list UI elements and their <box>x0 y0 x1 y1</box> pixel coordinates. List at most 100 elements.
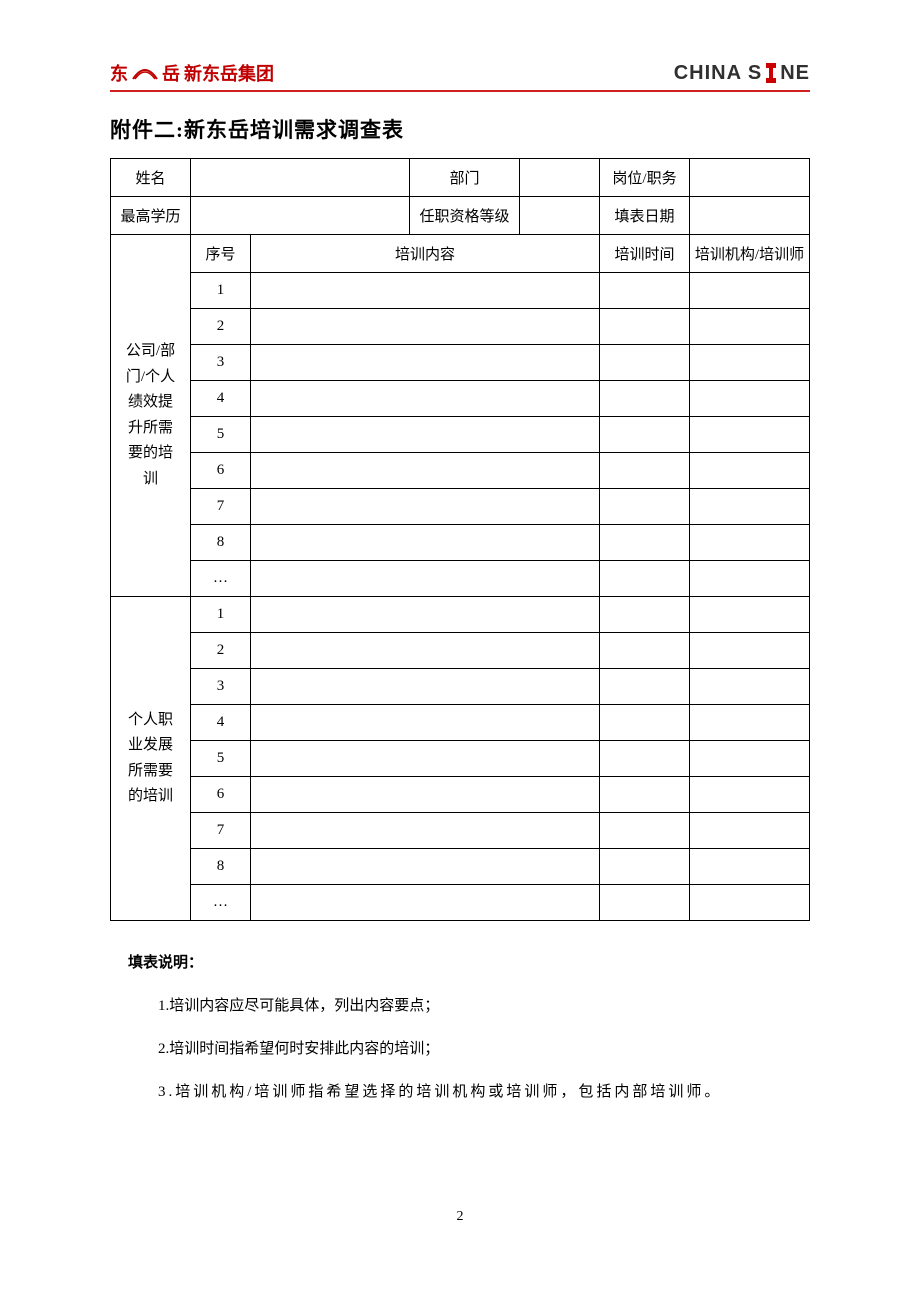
time-cell-v <box>600 417 690 453</box>
seq-cell: 8 <box>191 525 251 561</box>
header-bar: 东 岳 新东岳集团 CHINA S NE <box>110 60 810 92</box>
logo-right-suffix: NE <box>780 62 810 85</box>
time-cell-v <box>600 633 690 669</box>
col-time: 培训时间 <box>600 235 690 273</box>
content-cell <box>251 345 600 381</box>
time-cell-v <box>600 489 690 525</box>
org-cell-v <box>690 489 810 525</box>
org-cell-v <box>690 309 810 345</box>
table-row: … <box>111 885 810 921</box>
content-cell <box>251 633 600 669</box>
seq-cell: 7 <box>191 489 251 525</box>
table-row: 2 <box>111 633 810 669</box>
col-content: 培训内容 <box>251 235 600 273</box>
table-row: 3 <box>111 345 810 381</box>
content-cell <box>251 597 600 633</box>
content-cell <box>251 309 600 345</box>
table-row: 个人职业发展所需要的培训 1 <box>111 597 810 633</box>
col-seq: 序号 <box>191 235 251 273</box>
content-cell <box>251 273 600 309</box>
content-cell <box>251 777 600 813</box>
content-cell <box>251 669 600 705</box>
content-cell <box>251 381 600 417</box>
org-cell-v <box>690 345 810 381</box>
table-row: 7 <box>111 489 810 525</box>
note-item: 3.培训机构/培训师指希望选择的培训机构或培训师，包括内部培训师。 <box>128 1076 810 1109</box>
info-row-2: 最高学历 任职资格等级 填表日期 <box>111 197 810 235</box>
section-header-row: 公司/部门/个人绩效提升所需要的培训 序号 培训内容 培训时间 培训机构/培训师 <box>111 235 810 273</box>
seq-cell: 1 <box>191 597 251 633</box>
org-cell-v <box>690 885 810 921</box>
org-cell-v <box>690 669 810 705</box>
table-row: 4 <box>111 705 810 741</box>
time-cell-v <box>600 777 690 813</box>
org-cell-v <box>690 705 810 741</box>
section1-label: 公司/部门/个人绩效提升所需要的培训 <box>111 235 191 597</box>
logo-right-icon <box>760 61 782 85</box>
content-cell <box>251 561 600 597</box>
table-row: 2 <box>111 309 810 345</box>
info-row-1: 姓名 部门 岗位/职务 <box>111 159 810 197</box>
logo-right-prefix: CHINA S <box>674 62 762 85</box>
value-position <box>690 159 810 197</box>
time-cell-v <box>600 453 690 489</box>
seq-cell: … <box>191 561 251 597</box>
logo-prefix-icon: 东 <box>110 60 128 86</box>
seq-cell: 6 <box>191 777 251 813</box>
time-cell-v <box>600 345 690 381</box>
content-cell <box>251 489 600 525</box>
time-cell-v <box>600 705 690 741</box>
time-cell-v <box>600 525 690 561</box>
table-row: 3 <box>111 669 810 705</box>
note-item: 2.培训时间指希望何时安排此内容的培训； <box>128 1033 810 1066</box>
time-cell-v <box>600 849 690 885</box>
time-cell-v <box>600 273 690 309</box>
logo-right: CHINA S NE <box>674 61 810 85</box>
content-cell <box>251 525 600 561</box>
seq-cell: 6 <box>191 453 251 489</box>
table-row: … <box>111 561 810 597</box>
label-dept: 部门 <box>410 159 520 197</box>
time-cell-v <box>600 597 690 633</box>
page-number: 2 <box>110 1209 810 1225</box>
org-cell-v <box>690 849 810 885</box>
table-row: 4 <box>111 381 810 417</box>
time-cell-v <box>600 741 690 777</box>
org-cell-v <box>690 525 810 561</box>
seq-cell: 4 <box>191 381 251 417</box>
seq-cell: … <box>191 885 251 921</box>
value-edu <box>191 197 410 235</box>
survey-table: 姓名 部门 岗位/职务 最高学历 任职资格等级 填表日期 公司/部门/个人绩效提… <box>110 158 810 921</box>
content-cell <box>251 705 600 741</box>
table-row: 8 <box>111 525 810 561</box>
org-cell-v <box>690 381 810 417</box>
notes-title: 填表说明： <box>128 947 810 980</box>
section2-label: 个人职业发展所需要的培训 <box>111 597 191 921</box>
seq-cell: 7 <box>191 813 251 849</box>
org-cell-v <box>690 453 810 489</box>
org-cell-v <box>690 417 810 453</box>
org-cell-v <box>690 273 810 309</box>
content-cell <box>251 813 600 849</box>
org-cell-v <box>690 633 810 669</box>
table-row: 5 <box>111 741 810 777</box>
org-cell-v <box>690 813 810 849</box>
content-cell <box>251 849 600 885</box>
seq-cell: 2 <box>191 309 251 345</box>
note-item: 1.培训内容应尽可能具体，列出内容要点； <box>128 990 810 1023</box>
seq-cell: 8 <box>191 849 251 885</box>
content-cell <box>251 453 600 489</box>
time-cell-v <box>600 885 690 921</box>
org-cell-v <box>690 597 810 633</box>
seq-cell: 3 <box>191 345 251 381</box>
table-row: 6 <box>111 453 810 489</box>
label-edu: 最高学历 <box>111 197 191 235</box>
time-cell-v <box>600 381 690 417</box>
content-cell <box>251 417 600 453</box>
label-name: 姓名 <box>111 159 191 197</box>
value-date <box>690 197 810 235</box>
table-row: 7 <box>111 813 810 849</box>
logo-suffix-icon: 岳 <box>162 60 180 86</box>
notes-section: 填表说明： 1.培训内容应尽可能具体，列出内容要点； 2.培训时间指希望何时安排… <box>110 947 810 1109</box>
org-cell-v <box>690 741 810 777</box>
